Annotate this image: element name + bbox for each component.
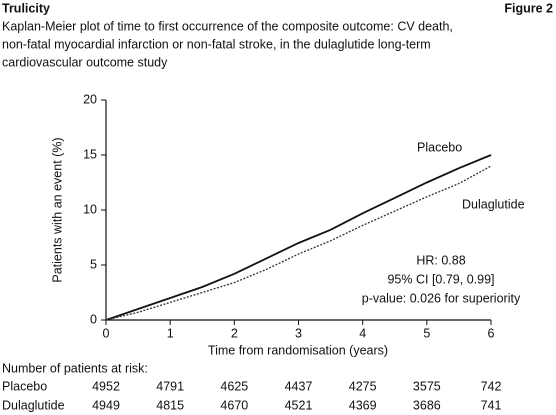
at-risk-count: 4521 — [285, 398, 313, 412]
y-tick-label: 0 — [90, 312, 97, 326]
at-risk-count: 4437 — [285, 379, 313, 393]
x-tick-label: 2 — [231, 326, 238, 340]
at-risk-count: 4670 — [220, 398, 248, 412]
y-tick-label: 5 — [90, 257, 97, 271]
y-axis-label: Patients with an event (%) — [50, 137, 64, 282]
at-risk-count: 741 — [481, 398, 502, 412]
y-tick-label: 15 — [83, 147, 97, 161]
at-risk-count: 4369 — [349, 398, 377, 412]
figure-label: Figure 2 — [504, 1, 553, 15]
x-tick-label: 4 — [359, 326, 366, 340]
at-risk-count: 4275 — [349, 379, 377, 393]
x-tick-label: 5 — [423, 326, 430, 340]
x-tick-label: 1 — [167, 326, 174, 340]
line-series — [105, 165, 492, 321]
series-label: Placebo — [417, 140, 462, 154]
at-risk-row-label: Dulaglutide — [2, 398, 65, 412]
annotation: HR: 0.88 — [416, 253, 465, 267]
at-risk-count: 4949 — [92, 398, 120, 412]
y-tick-label: 20 — [83, 92, 97, 106]
y-tick-label: 10 — [83, 202, 97, 216]
at-risk-row-label: Placebo — [2, 379, 47, 393]
chart-title: non-fatal myocardial infarction or non-f… — [2, 37, 431, 51]
at-risk-count: 4625 — [220, 379, 248, 393]
at-risk-count: 4815 — [156, 398, 184, 412]
x-tick-label: 3 — [295, 326, 302, 340]
at-risk-title: Number of patients at risk: — [2, 361, 148, 375]
at-risk-count: 4791 — [156, 379, 184, 393]
x-tick-label: 6 — [488, 326, 495, 340]
line-series — [105, 154, 492, 321]
annotation: 95% CI [0.79, 0.99] — [387, 272, 494, 286]
at-risk-count: 742 — [481, 379, 502, 393]
chart-title: Kaplan-Meier plot of time to first occur… — [2, 19, 453, 33]
at-risk-count: 3686 — [413, 398, 441, 412]
brand: Trulicity — [2, 1, 50, 15]
x-axis-label: Time from randomisation (years) — [208, 343, 388, 357]
chart-title: cardiovascular outcome study — [2, 55, 168, 69]
at-risk-count: 3575 — [413, 379, 441, 393]
x-tick-label: 0 — [103, 326, 110, 340]
annotation: p-value: 0.026 for superiority — [362, 291, 521, 305]
series-label: Dulaglutide — [462, 197, 525, 211]
at-risk-count: 4952 — [92, 379, 120, 393]
